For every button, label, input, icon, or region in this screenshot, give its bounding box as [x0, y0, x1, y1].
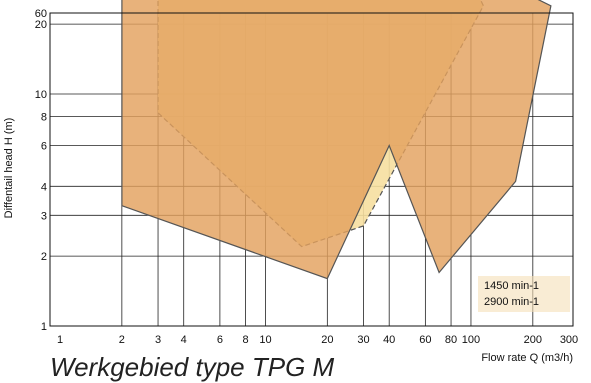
x-tick-label: 80: [445, 334, 457, 346]
x-tick-label: 60: [419, 334, 431, 346]
y-tick-label: 8: [41, 111, 47, 123]
x-tick-label: 4: [181, 334, 187, 346]
y-axis-title: Diffentail head H (m): [3, 118, 15, 219]
chart-caption: Werkgebied type TPG M: [50, 352, 335, 382]
x-tick-label: 200: [524, 334, 542, 346]
chart: 1 2 3 4 6 8 10 20 30 40 60 80 100 200 300 60 40 30 20 10 8 6…: [3, 0, 578, 364]
x-axis-title: Flow rate Q (m3/h): [481, 352, 573, 364]
x-tick-label: 2: [119, 334, 125, 346]
x-tick-label: 100: [462, 334, 480, 346]
x-tick-label: 20: [321, 334, 333, 346]
y-tick-label: 3: [41, 210, 47, 222]
plot-frame: [49, 12, 574, 327]
legend-entry-1: 1450 min-1: [484, 280, 539, 292]
x-tick-label: 10: [259, 334, 271, 346]
y-tick-label: 60: [35, 8, 47, 20]
y-tick-label: 6: [41, 140, 47, 152]
legend-entry-2: 2900 min-1: [484, 296, 539, 308]
x-tick-label: 300: [560, 334, 578, 346]
y-tick-label: 20: [35, 19, 47, 31]
x-tick-label: 3: [155, 334, 161, 346]
region-series-2: [121, 0, 552, 280]
y-tick-label: 2: [41, 251, 47, 263]
x-tick-label: 1: [57, 334, 63, 346]
x-tick-labels: 1 2 3 4 6 8 10 20 30 40 60 80 100 200 300: [57, 334, 578, 346]
y-tick-label: 1: [41, 321, 47, 333]
y-tick-labels: 6040302010864321: [35, 8, 47, 333]
y-tick-label: 4: [41, 181, 47, 193]
legend: 1450 min-1 2900 min-1: [478, 276, 570, 312]
x-tick-label: 40: [383, 334, 395, 346]
x-tick-label: 30: [357, 334, 369, 346]
legend-box: [478, 276, 570, 312]
x-tick-label: 6: [217, 334, 223, 346]
y-tick-label: 10: [35, 89, 47, 101]
x-tick-label: 8: [243, 334, 249, 346]
